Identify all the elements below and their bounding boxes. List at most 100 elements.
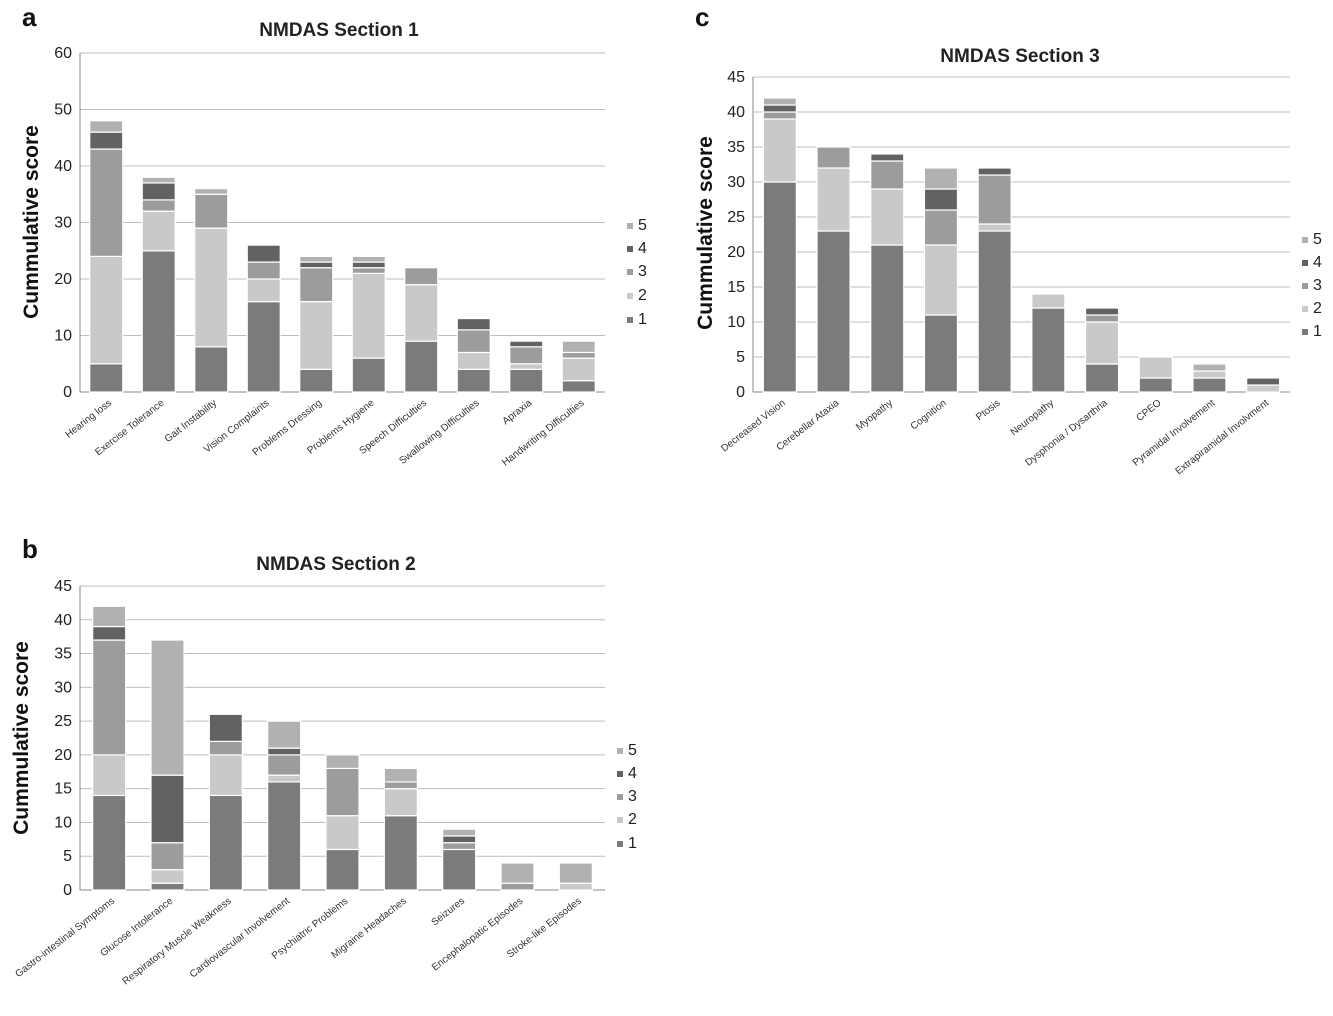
legend-label-1: 1 — [1313, 323, 1322, 340]
bar-segment-score-5 — [383, 767, 418, 783]
bar-segment-score-1 — [442, 848, 477, 891]
bar-segment-score-2 — [141, 210, 176, 252]
bar-segment-score-2 — [208, 754, 243, 797]
bar-segment-score-4 — [150, 774, 185, 844]
bar-segment-score-1 — [383, 815, 418, 891]
y-tick-label: 25 — [54, 713, 72, 730]
x-tick-label: Neuropathy — [1009, 398, 1057, 438]
bar-segment-score-2 — [299, 301, 334, 371]
bar-segment-score-4 — [89, 131, 124, 150]
bar-segment-score-1 — [89, 363, 124, 393]
y-tick-label: 50 — [54, 102, 72, 119]
legend-swatch-5 — [617, 748, 623, 754]
bar-segment-score-4 — [141, 182, 176, 201]
bar-segment-score-4 — [1084, 307, 1120, 316]
bar-segment-score-1 — [456, 368, 491, 393]
y-tick-label: 25 — [727, 209, 745, 226]
bar-segment-score-4 — [208, 713, 243, 742]
x-tick-label: Gastro-intestinal Symptoms — [13, 896, 117, 980]
bar-segment-score-1 — [194, 346, 229, 393]
y-tick-label: 20 — [727, 244, 745, 261]
panel-letter-a: a — [22, 2, 37, 32]
bar-segment-score-4 — [1246, 377, 1281, 386]
bar-segment-score-5 — [923, 167, 959, 190]
y-tick-label: 45 — [54, 578, 72, 595]
legend-label-2: 2 — [638, 287, 647, 304]
legend-label-2: 2 — [1313, 300, 1322, 317]
y-tick-label: 10 — [54, 814, 72, 831]
bar-segment-score-2 — [509, 363, 544, 371]
y-tick-label: 0 — [736, 384, 745, 401]
bar-segment-score-3 — [194, 193, 229, 229]
bar-segment-score-3 — [816, 146, 851, 169]
bar-segment-score-3 — [325, 767, 360, 817]
bar-segment-score-1 — [923, 314, 959, 393]
bar-segment-score-3 — [762, 111, 797, 120]
x-tick-label: Cardiovascular Involvement — [188, 896, 292, 981]
bar-segment-score-3 — [89, 148, 124, 258]
bar-segment-score-3 — [442, 842, 477, 851]
bar-segment-score-3 — [456, 329, 491, 354]
bar-segment-score-1 — [1084, 363, 1120, 393]
y-axis-label: Cummulative score — [694, 136, 717, 330]
bar-segment-score-1 — [509, 368, 544, 393]
bar-segment-score-1 — [1031, 307, 1066, 393]
bar-segment-score-5 — [299, 255, 334, 263]
bar-segment-score-2 — [1192, 370, 1227, 379]
bar-segment-score-1 — [208, 794, 243, 891]
legend-label-2: 2 — [628, 811, 637, 828]
bar-segment-score-4 — [509, 340, 544, 348]
bar-segment-score-1 — [404, 340, 439, 393]
panel-letter-b: b — [22, 534, 38, 564]
bar-segment-score-3 — [870, 160, 905, 190]
x-tick-label: Myopathy — [854, 398, 895, 433]
bar-segment-score-4 — [456, 317, 491, 331]
bar-segment-score-4 — [923, 188, 959, 211]
bar-segment-score-1 — [92, 794, 127, 891]
x-tick-label: CPEO — [1134, 398, 1163, 424]
legend-label-3: 3 — [1313, 277, 1322, 294]
bar-segment-score-2 — [558, 882, 593, 891]
bar-segment-score-3 — [509, 346, 544, 365]
legend-label-3: 3 — [628, 788, 637, 805]
bar-segment-score-5 — [92, 605, 127, 628]
bar-segment-score-2 — [977, 223, 1012, 232]
bar-segment-score-5 — [267, 720, 302, 749]
legend-swatch-5 — [627, 223, 633, 229]
bar-segment-score-1 — [1138, 377, 1173, 393]
bar-segment-score-4 — [351, 261, 386, 269]
bar-segment-score-3 — [141, 199, 176, 212]
bar-segment-score-5 — [561, 340, 596, 354]
bar-segment-score-4 — [92, 625, 127, 641]
bar-segment-score-5 — [325, 754, 360, 770]
bar-segment-score-1 — [977, 230, 1012, 393]
bar-segment-score-2 — [762, 118, 797, 183]
legend-label-5: 5 — [638, 217, 647, 234]
legend-swatch-4 — [617, 771, 623, 777]
bar-segment-score-2 — [383, 788, 418, 817]
bar-segment-score-5 — [150, 639, 185, 776]
y-tick-label: 10 — [727, 314, 745, 331]
chart-title: NMDAS Section 1 — [259, 20, 419, 41]
bar-segment-score-2 — [561, 357, 596, 382]
bar-segment-score-1 — [325, 848, 360, 891]
y-tick-label: 10 — [54, 328, 72, 345]
y-tick-label: 30 — [54, 215, 72, 232]
y-tick-label: 45 — [727, 69, 745, 86]
x-tick-label: Ptosis — [974, 398, 1002, 423]
bar-segment-score-2 — [404, 284, 439, 342]
y-tick-label: 40 — [54, 158, 72, 175]
bar-segment-score-3 — [404, 267, 439, 286]
panel-letter-c: c — [695, 2, 709, 32]
legend-swatch-2 — [1302, 306, 1308, 312]
bar-segment-score-4 — [442, 835, 477, 844]
bar-segment-score-5 — [558, 862, 593, 884]
bar-segment-score-2 — [194, 227, 229, 348]
chart-title: NMDAS Section 3 — [940, 46, 1099, 67]
bar-segment-score-1 — [762, 181, 797, 393]
bar-segment-score-1 — [816, 230, 851, 393]
bar-segment-score-5 — [351, 255, 386, 263]
legend-swatch-1 — [617, 841, 623, 847]
